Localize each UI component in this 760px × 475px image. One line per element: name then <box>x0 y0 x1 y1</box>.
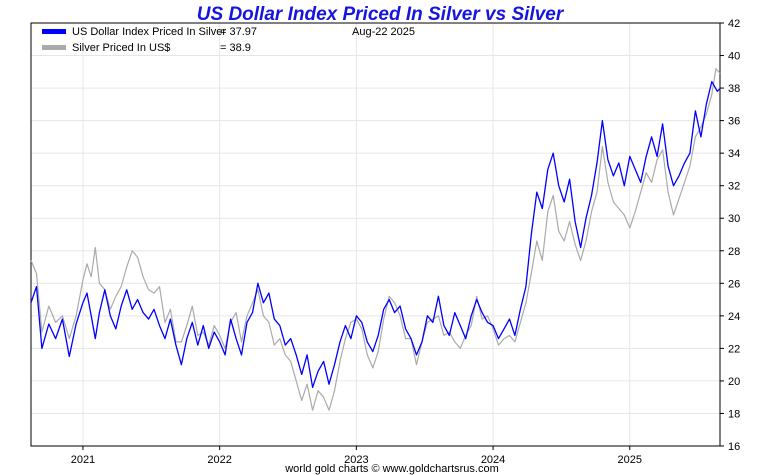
series-line-1 <box>31 69 720 411</box>
legend-swatch-1 <box>42 45 66 50</box>
y-tick-label: 38 <box>728 83 740 95</box>
series-line-0 <box>31 82 720 388</box>
plot-area-frame <box>31 23 720 446</box>
y-tick-label: 30 <box>728 213 740 225</box>
y-tick-label: 16 <box>728 441 740 453</box>
chart-title: US Dollar Index Priced In Silver vs Silv… <box>197 4 565 25</box>
y-axis: 16 18 20 22 24 26 28 30 32 34 36 38 40 42 <box>720 18 740 453</box>
y-tick-label: 42 <box>728 18 740 30</box>
series-group <box>31 69 720 411</box>
legend-swatch-0 <box>42 29 66 34</box>
chart-credit: world gold charts © www.goldchartsrus.co… <box>284 463 499 475</box>
y-tick-label: 26 <box>728 278 740 290</box>
legend-value-1: = 38.9 <box>220 42 251 54</box>
legend-value-0: = 37.97 <box>220 26 257 38</box>
x-tick-label: 2021 <box>71 454 95 466</box>
legend-label-1: Silver Priced In US$ <box>72 42 170 54</box>
y-tick-label: 40 <box>728 51 740 63</box>
y-tick-label: 22 <box>728 343 740 355</box>
y-tick-label: 28 <box>728 246 740 258</box>
y-tick-label: 20 <box>728 376 740 388</box>
y-tick-label: 32 <box>728 181 740 193</box>
grid <box>31 23 720 446</box>
x-tick-label: 2022 <box>207 454 231 466</box>
y-tick-label: 36 <box>728 116 740 128</box>
chart-date: Aug-22 2025 <box>352 26 415 38</box>
x-tick-label: 2025 <box>618 454 642 466</box>
legend: US Dollar Index Priced In Silver= 37.97 S… <box>42 26 257 54</box>
y-tick-label: 34 <box>728 148 740 160</box>
chart: US Dollar Index Priced In Silver vs Silv… <box>0 0 760 475</box>
legend-label-0: US Dollar Index Priced In Silver <box>72 26 226 38</box>
y-tick-label: 24 <box>728 311 740 323</box>
y-tick-label: 18 <box>728 408 740 420</box>
